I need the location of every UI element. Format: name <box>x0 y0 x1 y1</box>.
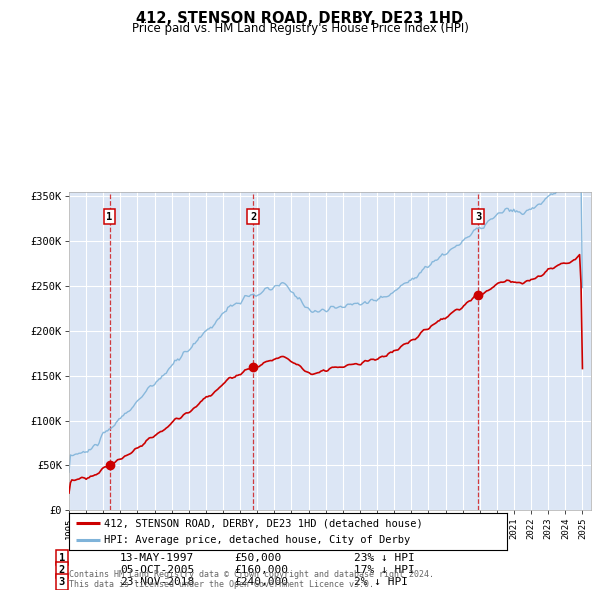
Text: HPI: Average price, detached house, City of Derby: HPI: Average price, detached house, City… <box>104 535 410 545</box>
Text: 2: 2 <box>250 212 256 222</box>
Text: 412, STENSON ROAD, DERBY, DE23 1HD: 412, STENSON ROAD, DERBY, DE23 1HD <box>136 11 464 25</box>
Text: 23-NOV-2018: 23-NOV-2018 <box>120 578 194 587</box>
Text: £160,000: £160,000 <box>234 565 288 575</box>
Text: 1: 1 <box>59 553 65 562</box>
Text: 412, STENSON ROAD, DERBY, DE23 1HD (detached house): 412, STENSON ROAD, DERBY, DE23 1HD (deta… <box>104 518 423 528</box>
Text: 17% ↓ HPI: 17% ↓ HPI <box>354 565 415 575</box>
Text: 23% ↓ HPI: 23% ↓ HPI <box>354 553 415 562</box>
Text: 2: 2 <box>59 565 65 575</box>
Text: 13-MAY-1997: 13-MAY-1997 <box>120 553 194 562</box>
Text: Contains HM Land Registry data © Crown copyright and database right 2024.
This d: Contains HM Land Registry data © Crown c… <box>69 570 434 589</box>
Text: 05-OCT-2005: 05-OCT-2005 <box>120 565 194 575</box>
Text: 2% ↓ HPI: 2% ↓ HPI <box>354 578 408 587</box>
Text: £240,000: £240,000 <box>234 578 288 587</box>
Text: 3: 3 <box>59 578 65 587</box>
Text: 3: 3 <box>475 212 481 222</box>
Text: £50,000: £50,000 <box>234 553 281 562</box>
Text: Price paid vs. HM Land Registry's House Price Index (HPI): Price paid vs. HM Land Registry's House … <box>131 22 469 35</box>
Text: 1: 1 <box>106 212 113 222</box>
